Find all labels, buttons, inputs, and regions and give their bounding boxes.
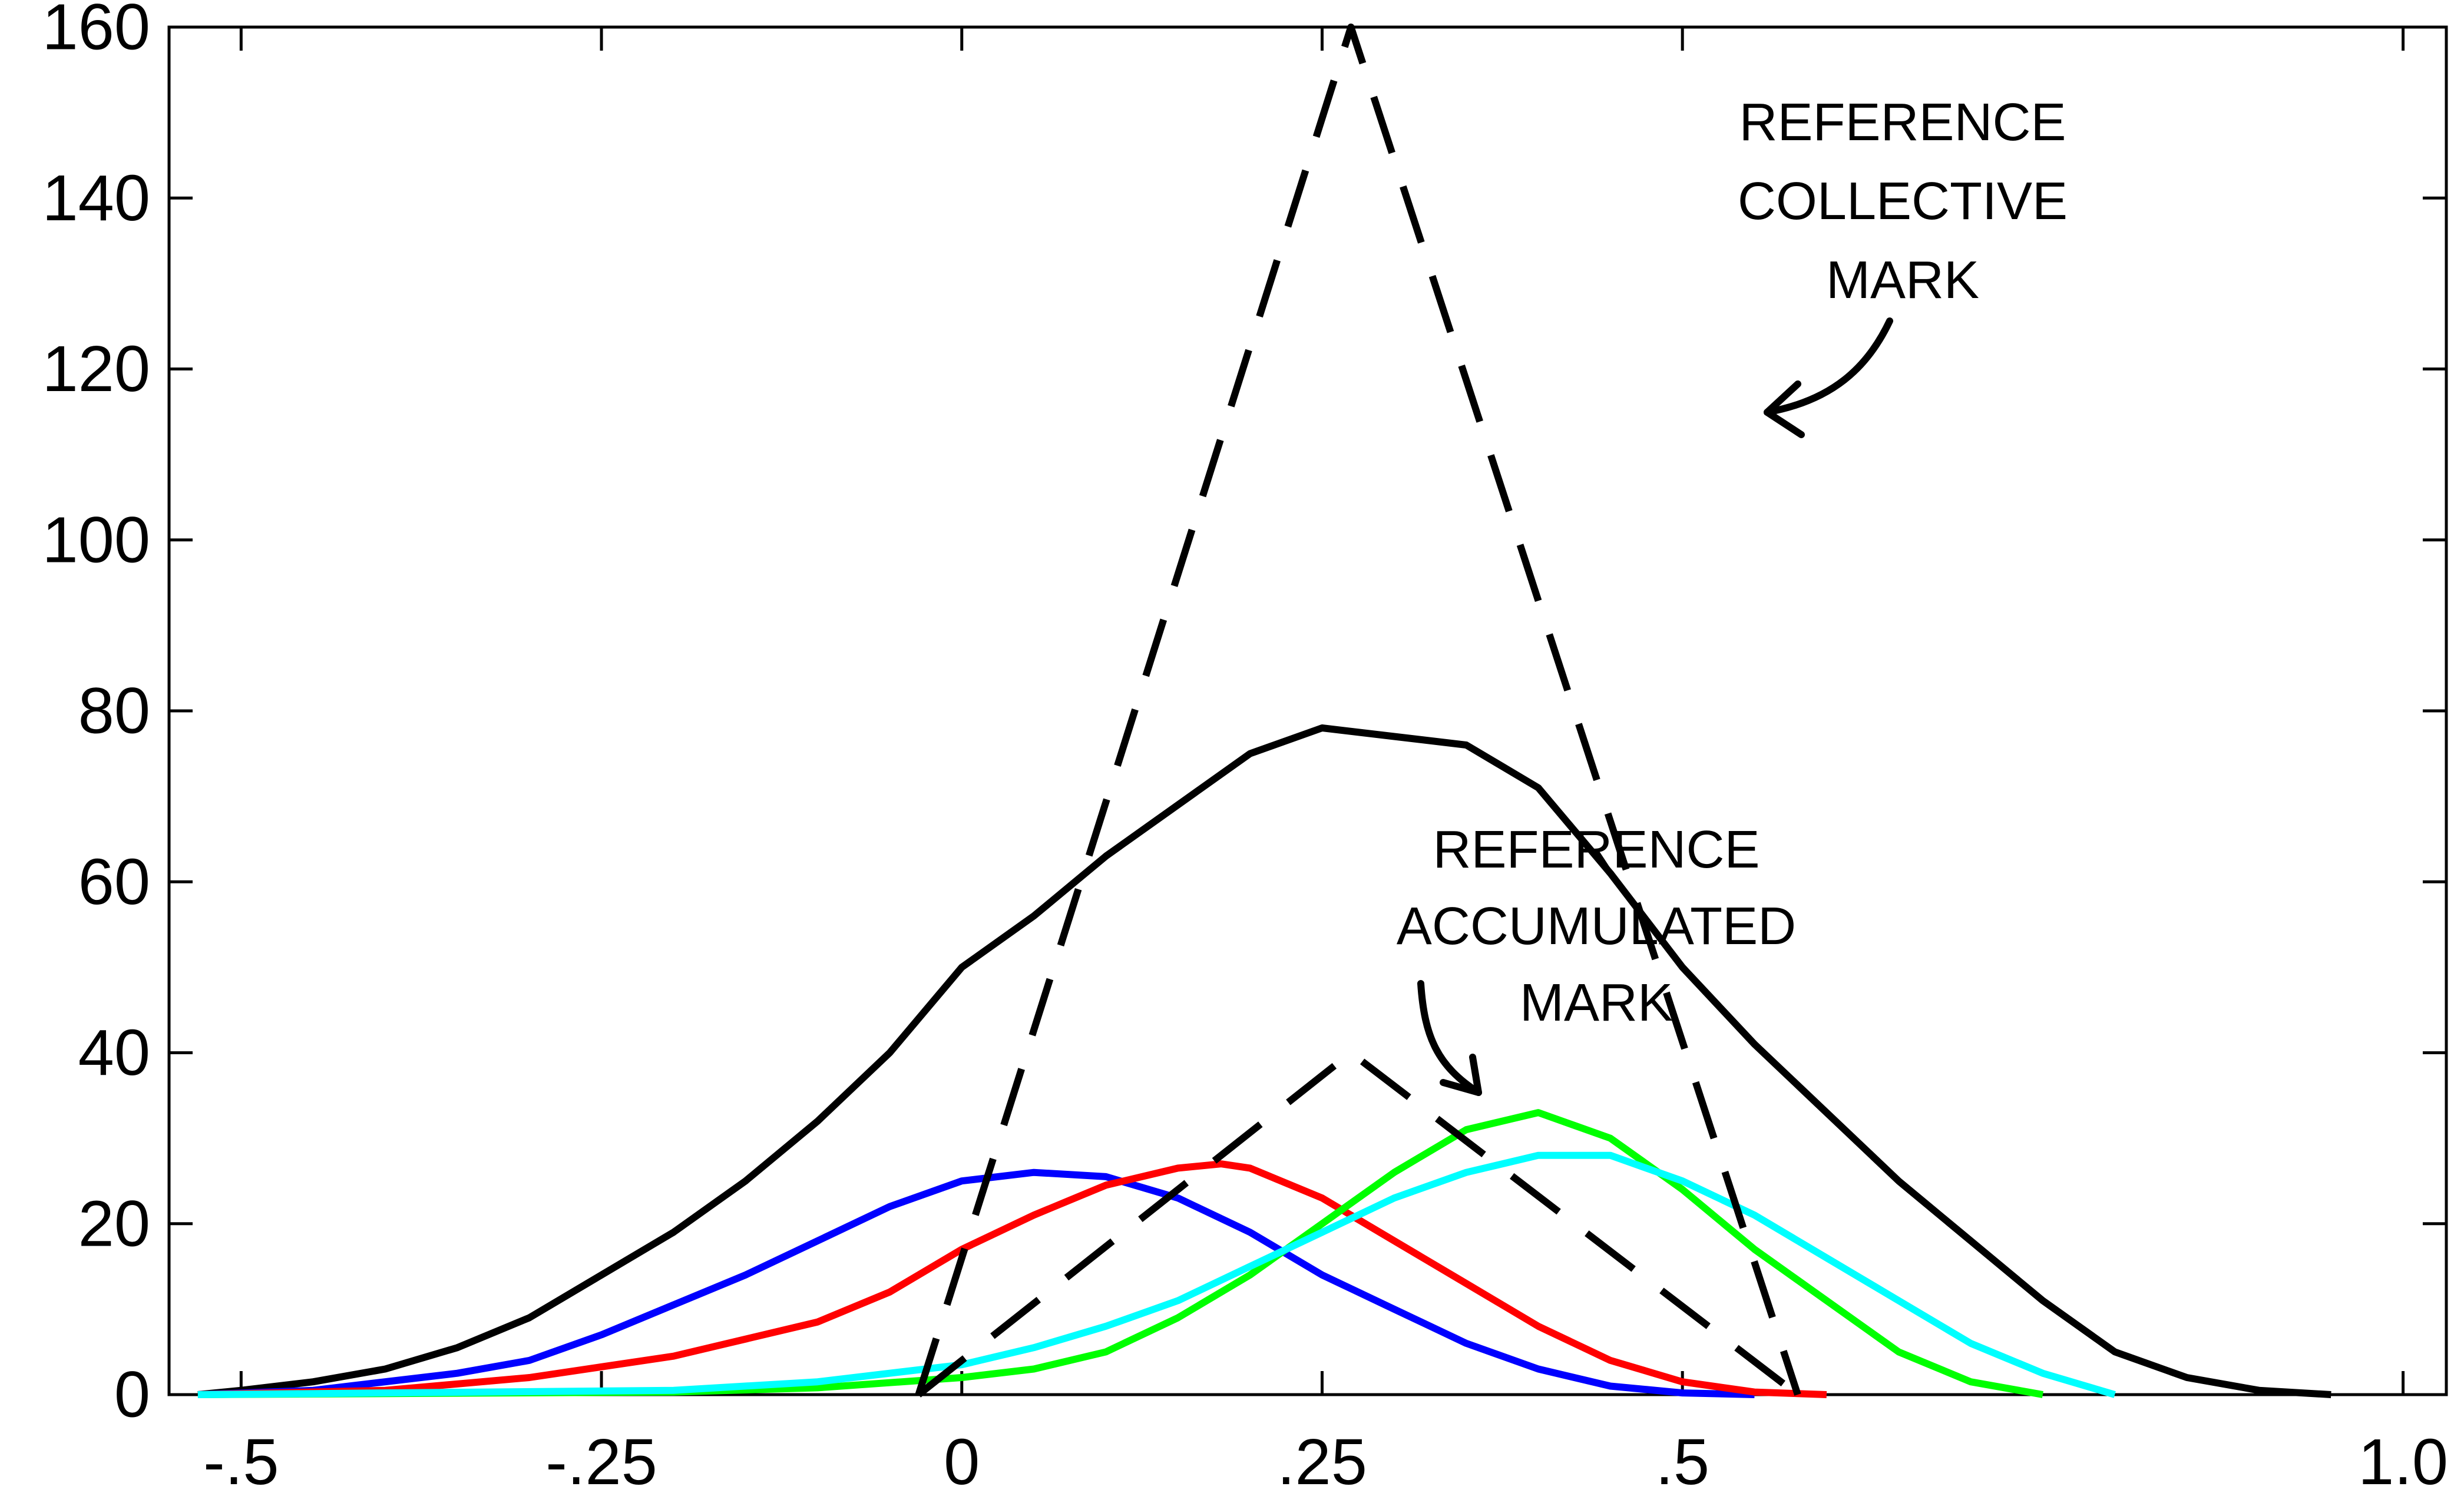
arrow-accumulated-head [1440,1054,1482,1096]
series-line-3 [197,1109,2043,1398]
annotation-accumulated-line-1: REFERENCE [1433,820,1759,879]
series-line-1 [197,1168,1755,1398]
y-tick-label: 140 [42,162,150,234]
series-line-5 [915,24,1801,1396]
x-tick-label: -.5 [203,1426,279,1498]
y-tick-label: 100 [42,504,150,576]
annotation-accumulated-line-2: ACCUMULATED [1397,897,1796,956]
arrow-collective [1764,317,1893,416]
axis-ticks [169,25,2446,1396]
annotation-collective-line-1: REFERENCE [1739,93,2066,152]
y-tick-label: 20 [78,1187,150,1260]
y-tick-label: 40 [78,1017,150,1089]
x-tick-labels: -.5 -.25 0 .25 .5 1.0 [203,1426,2448,1498]
x-tick-label: 1.0 [2358,1426,2448,1498]
y-tick-label: 80 [78,675,150,747]
x-tick-label: .25 [1277,1426,1367,1498]
series-line-0 [197,724,2331,1398]
x-tick-label: .5 [1655,1426,1709,1498]
x-tick-label: 0 [944,1426,980,1498]
y-tick-label: 60 [78,846,150,918]
series-line-4 [197,1151,2116,1398]
series-layer [197,24,2331,1398]
y-tick-label: 0 [114,1359,150,1431]
annotation-collective-line-2: COLLECTIVE [1738,172,2068,231]
y-tick-labels: 0 20 40 60 80 100 120 140 160 [42,0,150,1431]
arrow-accumulated [1417,980,1482,1096]
y-tick-label: 120 [42,333,150,405]
annotation-accumulated-line-3: MARK [1520,974,1673,1032]
x-tick-label: -.25 [545,1426,657,1498]
y-tick-label: 160 [42,0,150,64]
annotation-collective-line-3: MARK [1826,251,1979,310]
arrow-collective-head [1764,380,1805,438]
series-line-2 [197,1160,1827,1398]
